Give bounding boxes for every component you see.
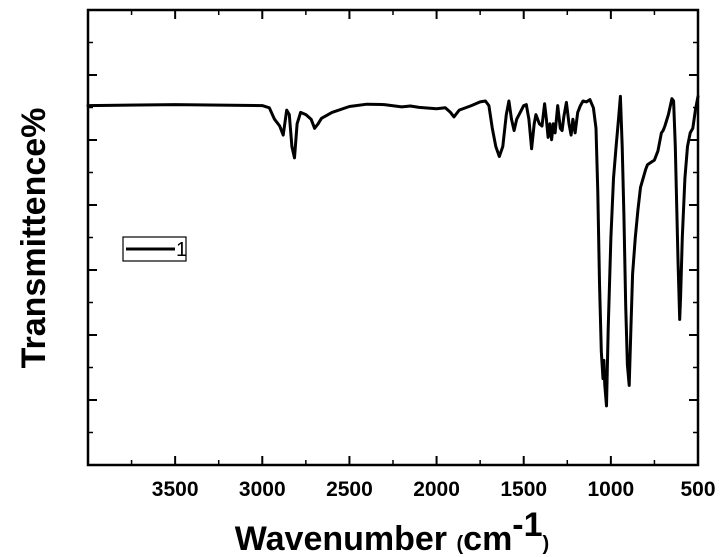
x-axis-title: Wavenumber (cm-1) — [235, 506, 549, 557]
x-tick-label-1500: 1500 — [500, 478, 547, 501]
x-tick-label-2500: 2500 — [326, 478, 373, 501]
x-tick-labels: 3500 3000 2500 2000 1500 1000 500 — [152, 478, 716, 501]
plot-frame — [86, 8, 700, 467]
x-axis-title-open-paren: ( — [456, 533, 463, 555]
x-axis-title-unit: cm — [463, 520, 512, 557]
series-line — [86, 94, 700, 408]
legend: 1 — [122, 236, 187, 262]
x-axis-title-exponent: -1 — [512, 506, 542, 544]
y-axis-title: Transmittence% — [15, 108, 53, 369]
legend-label: 1 — [176, 239, 187, 261]
x-tick-label-3000: 3000 — [239, 478, 286, 501]
x-tick-label-2000: 2000 — [413, 478, 460, 501]
x-tick-label-3500: 3500 — [152, 478, 199, 501]
x-tick-label-1000: 1000 — [587, 478, 634, 501]
x-axis-title-close-paren: ) — [543, 533, 550, 555]
x-tick-label-500: 500 — [680, 478, 715, 501]
x-axis-title-main: Wavenumber — [235, 520, 457, 557]
